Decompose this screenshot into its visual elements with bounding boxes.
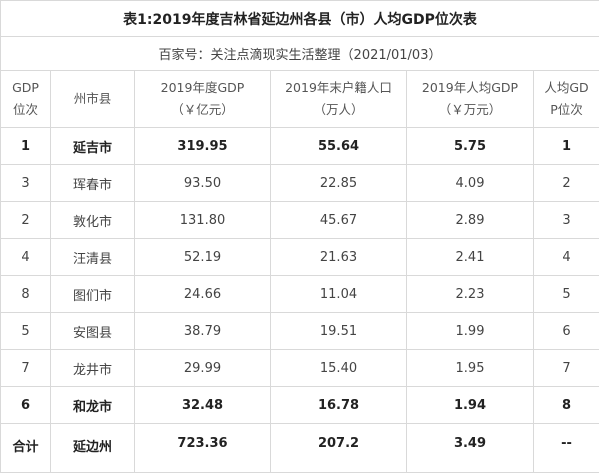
cell-per-capita: 2.89	[407, 202, 534, 239]
header-population-line2: （万人）	[271, 99, 406, 121]
cell-per-capita-rank: 5	[534, 276, 599, 313]
header-population: 2019年末户籍人口 （万人）	[271, 71, 407, 128]
cell-per-capita-rank: 4	[534, 239, 599, 276]
cell-per-capita-rank: 2	[534, 165, 599, 202]
cell-gdp: 24.66	[135, 276, 271, 313]
cell-per-capita: 4.09	[407, 165, 534, 202]
cell-region: 和龙市	[51, 387, 135, 424]
cell-per-capita: 1.94	[407, 387, 534, 424]
table-row: 3 珲春市 93.50 22.85 4.09 2	[1, 165, 599, 202]
header-gdp-line1: 2019年度GDP	[135, 77, 270, 99]
cell-region: 汪清县	[51, 239, 135, 276]
table-subtitle: 百家号：关注点滴现实生活整理（2021/01/03）	[1, 37, 599, 71]
cell-gdp: 29.99	[135, 350, 271, 387]
cell-population: 55.64	[271, 128, 407, 165]
cell-per-capita: 2.23	[407, 276, 534, 313]
cell-region: 图们市	[51, 276, 135, 313]
cell-total-region: 延边州	[51, 424, 135, 473]
table-row: 5 安图县 38.79 19.51 1.99 6	[1, 313, 599, 350]
subtitle-row: 百家号：关注点滴现实生活整理（2021/01/03）	[1, 37, 599, 71]
cell-population: 45.67	[271, 202, 407, 239]
cell-population: 16.78	[271, 387, 407, 424]
cell-per-capita-rank: 7	[534, 350, 599, 387]
cell-gdp-rank: 1	[1, 128, 51, 165]
header-gdp-rank-line1: GDP	[1, 77, 50, 99]
cell-gdp: 38.79	[135, 313, 271, 350]
cell-gdp-rank: 2	[1, 202, 51, 239]
cell-per-capita-rank: 6	[534, 313, 599, 350]
table-row: 2 敦化市 131.80 45.67 2.89 3	[1, 202, 599, 239]
cell-total-per-capita: 3.49	[407, 424, 534, 473]
header-per-capita-rank-line1: 人均GD	[534, 77, 599, 99]
cell-region: 延吉市	[51, 128, 135, 165]
cell-gdp-rank: 4	[1, 239, 51, 276]
cell-gdp: 32.48	[135, 387, 271, 424]
cell-total-population: 207.2	[271, 424, 407, 473]
cell-total-per-capita-rank: --	[534, 424, 599, 473]
cell-per-capita: 1.99	[407, 313, 534, 350]
header-gdp-rank: GDP 位次	[1, 71, 51, 128]
header-per-capita-rank-line2: P位次	[534, 99, 599, 121]
cell-region: 龙井市	[51, 350, 135, 387]
header-per-capita-line1: 2019年人均GDP	[407, 77, 533, 99]
cell-gdp: 93.50	[135, 165, 271, 202]
cell-gdp-rank: 7	[1, 350, 51, 387]
header-per-capita: 2019年人均GDP （￥万元）	[407, 71, 534, 128]
cell-population: 11.04	[271, 276, 407, 313]
cell-population: 21.63	[271, 239, 407, 276]
header-gdp: 2019年度GDP （￥亿元）	[135, 71, 271, 128]
cell-gdp: 52.19	[135, 239, 271, 276]
cell-per-capita: 1.95	[407, 350, 534, 387]
cell-region: 安图县	[51, 313, 135, 350]
total-row: 合计 延边州 723.36 207.2 3.49 --	[1, 424, 599, 473]
cell-gdp: 319.95	[135, 128, 271, 165]
header-region: 州市县	[51, 71, 135, 128]
cell-region: 珲春市	[51, 165, 135, 202]
header-per-capita-rank: 人均GD P位次	[534, 71, 599, 128]
cell-population: 22.85	[271, 165, 407, 202]
cell-per-capita-rank: 8	[534, 387, 599, 424]
header-row: GDP 位次 州市县 2019年度GDP （￥亿元） 2019年末户籍人口 （万…	[1, 71, 599, 128]
cell-population: 19.51	[271, 313, 407, 350]
cell-gdp-rank: 3	[1, 165, 51, 202]
header-population-line1: 2019年末户籍人口	[271, 77, 406, 99]
table-row: 6 和龙市 32.48 16.78 1.94 8	[1, 387, 599, 424]
header-gdp-line2: （￥亿元）	[135, 99, 270, 121]
header-per-capita-line2: （￥万元）	[407, 99, 533, 121]
cell-gdp-rank: 6	[1, 387, 51, 424]
cell-total-label: 合计	[1, 424, 51, 473]
cell-per-capita: 5.75	[407, 128, 534, 165]
table-row: 1 延吉市 319.95 55.64 5.75 1	[1, 128, 599, 165]
cell-gdp-rank: 5	[1, 313, 51, 350]
cell-total-gdp: 723.36	[135, 424, 271, 473]
cell-per-capita-rank: 3	[534, 202, 599, 239]
table-row: 4 汪清县 52.19 21.63 2.41 4	[1, 239, 599, 276]
header-gdp-rank-line2: 位次	[1, 99, 50, 121]
cell-region: 敦化市	[51, 202, 135, 239]
table-row: 8 图们市 24.66 11.04 2.23 5	[1, 276, 599, 313]
cell-gdp: 131.80	[135, 202, 271, 239]
cell-gdp-rank: 8	[1, 276, 51, 313]
cell-per-capita-rank: 1	[534, 128, 599, 165]
title-row: 表1:2019年度吉林省延边州各县（市）人均GDP位次表	[1, 1, 599, 37]
table-title: 表1:2019年度吉林省延边州各县（市）人均GDP位次表	[1, 1, 599, 37]
cell-population: 15.40	[271, 350, 407, 387]
cell-per-capita: 2.41	[407, 239, 534, 276]
table-row: 7 龙井市 29.99 15.40 1.95 7	[1, 350, 599, 387]
